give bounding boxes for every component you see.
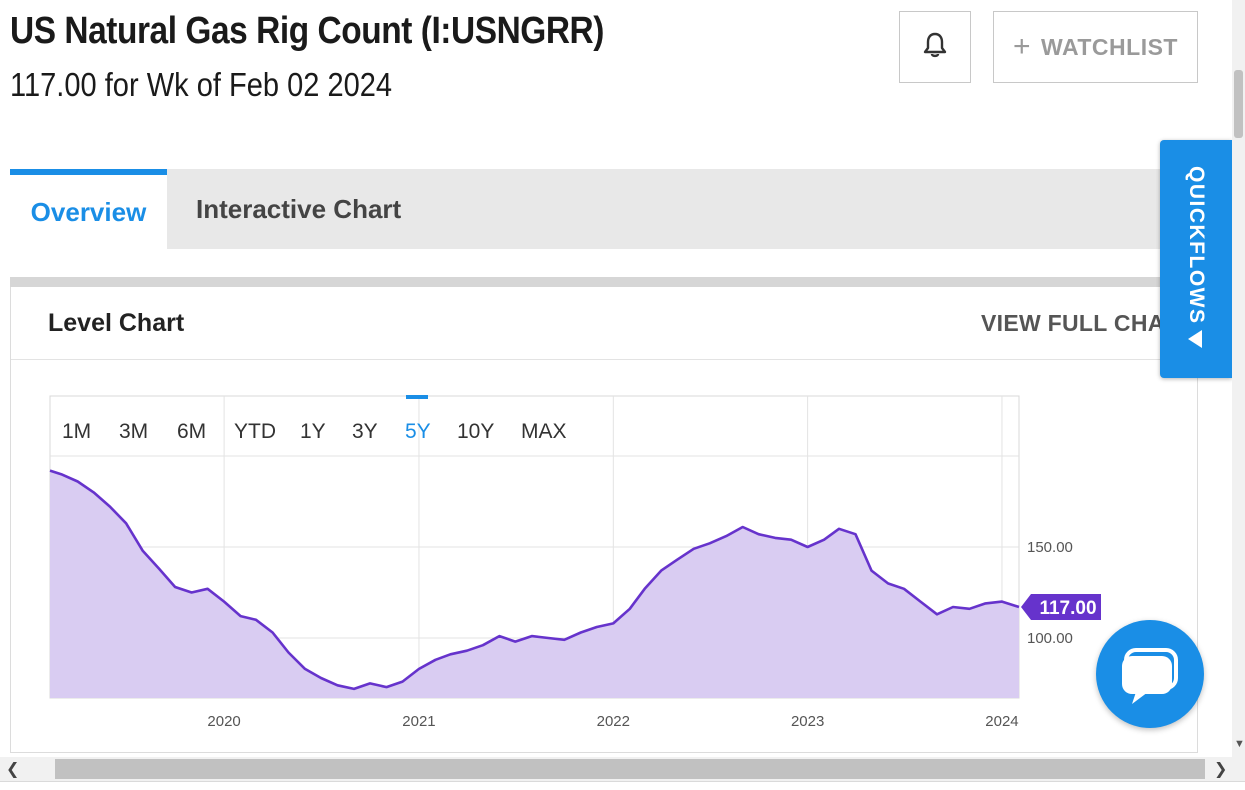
watchlist-button[interactable]: + WATCHLIST: [993, 11, 1198, 83]
chat-bubble-icon: [1122, 648, 1178, 704]
scroll-left-arrow-icon[interactable]: ❮: [6, 761, 20, 778]
range-button-10y[interactable]: 10Y: [457, 420, 494, 443]
y-tick-label: 150.00: [1027, 539, 1073, 556]
horizontal-scrollbar-thumb[interactable]: [55, 759, 1205, 779]
scroll-right-arrow-icon[interactable]: ❯: [1214, 761, 1228, 778]
chat-button[interactable]: [1096, 620, 1204, 728]
triangle-left-icon: [1188, 330, 1202, 348]
bottom-edge: [0, 781, 1245, 790]
range-button-3m[interactable]: 3M: [119, 420, 148, 443]
range-button-3y[interactable]: 3Y: [352, 420, 378, 443]
card-title: Level Chart: [48, 309, 185, 337]
horizontal-scrollbar[interactable]: ❮ ❯: [0, 757, 1245, 781]
x-tick-label: 2020: [207, 713, 240, 730]
vertical-scrollbar-thumb[interactable]: [1234, 70, 1243, 138]
x-tick-label: 2022: [597, 713, 630, 730]
scroll-down-arrow-icon[interactable]: ▼: [1234, 738, 1245, 750]
range-button-6m[interactable]: 6M: [177, 420, 206, 443]
x-tick-label: 2021: [402, 713, 435, 730]
tab-interactive-chart[interactable]: Interactive Chart: [196, 193, 402, 224]
last-value-badge: [1021, 594, 1101, 621]
tab-bar: Overview Interactive Chart: [10, 169, 1232, 249]
series-line: [49, 469, 1020, 691]
section-divider: [10, 277, 1198, 287]
page-subtitle: 117.00 for Wk of Feb 02 2024: [10, 66, 393, 103]
level-chart-card: Level Chart VIEW FULL CHART 1M 3M 6M YTD 1Y 3…: [10, 287, 1198, 753]
bell-icon: [922, 31, 948, 64]
quickflows-label: QUICKFLOWS: [1185, 166, 1208, 325]
level-chart: 1M 3M 6M YTD 1Y 3Y 5Y 10Y MAX 2020 2021 2022 2023 202…: [49, 395, 1101, 730]
vertical-scrollbar[interactable]: ▼: [1232, 0, 1245, 757]
x-tick-label: 2024: [985, 713, 1018, 730]
range-button-1y[interactable]: 1Y: [300, 420, 326, 443]
active-range-indicator: [406, 395, 428, 399]
card-header: Level Chart VIEW FULL CHART: [11, 287, 1197, 360]
watchlist-label: WATCHLIST: [1041, 33, 1178, 60]
alert-button[interactable]: [899, 11, 971, 83]
view-full-chart-link[interactable]: VIEW FULL CHART: [981, 310, 1196, 336]
tab-overview[interactable]: Overview: [10, 169, 167, 249]
plus-icon: +: [1013, 30, 1032, 63]
page-title: US Natural Gas Rig Count (I:USNGRR): [10, 10, 604, 52]
range-button-1m[interactable]: 1M: [62, 420, 91, 443]
quickflows-panel-button[interactable]: QUICKFLOWS: [1160, 140, 1232, 378]
range-button-ytd[interactable]: YTD: [234, 420, 276, 443]
x-tick-label: 2023: [791, 713, 824, 730]
y-tick-label: 100.00: [1027, 630, 1073, 647]
range-button-max[interactable]: MAX: [521, 420, 567, 443]
range-button-5y[interactable]: 5Y: [405, 420, 431, 443]
last-value-label: 117.00: [1039, 598, 1096, 619]
series-area: [50, 470, 1019, 698]
